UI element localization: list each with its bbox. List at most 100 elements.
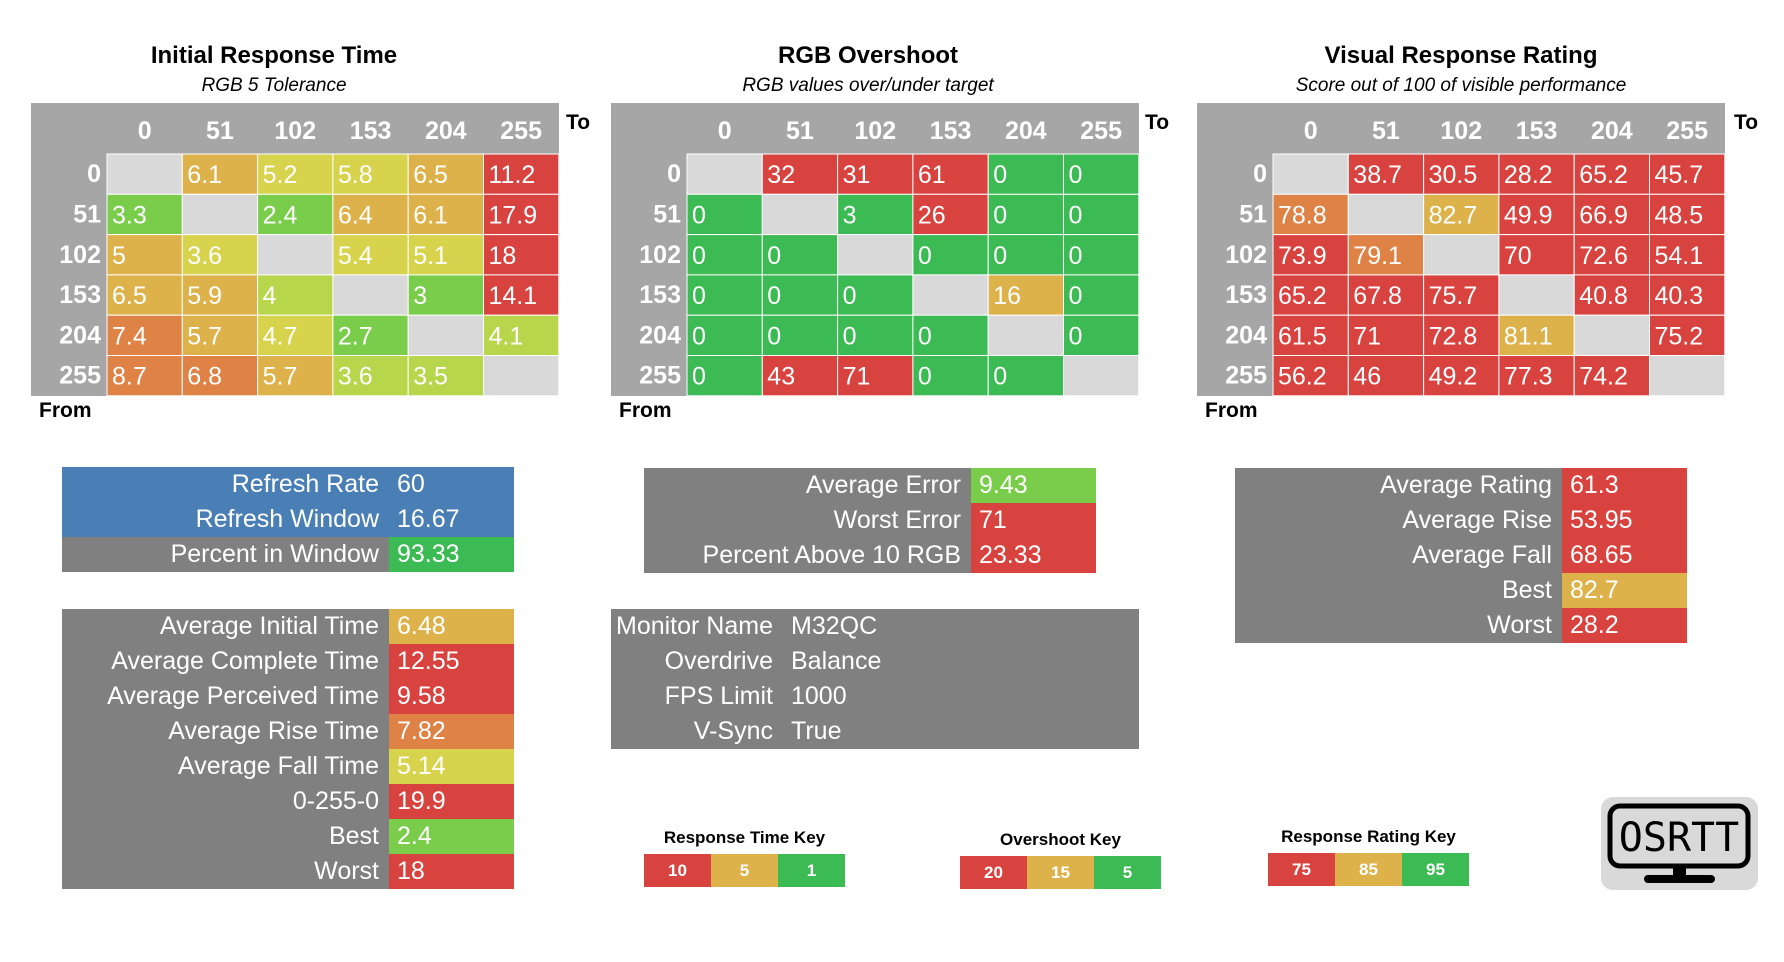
cell-value-label: 82.7 (1429, 201, 1478, 229)
panel-row: Best 82.7 (1235, 573, 1687, 608)
x-tick-label: 204 (1591, 117, 1633, 145)
heatmap-grid: 0 0 51 51 102 102 153 153 204 204 255 255 6.1 5.2 5.8 6… (31, 103, 559, 396)
y-tick-label: 153 (59, 281, 101, 309)
panel-row: Refresh Window 16.67 (62, 502, 514, 537)
from-axis-label: From (39, 399, 92, 422)
panel-row: Worst 28.2 (1235, 608, 1687, 643)
heatmap-cell (761, 274, 839, 316)
heatmap-cell (1573, 274, 1651, 316)
heatmap-subtitle: RGB 5 Tolerance (201, 75, 347, 96)
panel-row: Percent Above 10 RGB 23.33 (644, 538, 1096, 573)
cell-value-label: 0 (692, 322, 706, 350)
heatmap-cell (1573, 193, 1651, 236)
heatmap-cell (1649, 274, 1725, 316)
heatmap-cell (912, 314, 989, 356)
stat-label: Best (62, 819, 389, 854)
cell-value-label: 3.5 (413, 363, 448, 391)
heatmap-cell (761, 234, 839, 276)
heatmap-cell (106, 153, 183, 195)
stat-label: Average Fall Time (62, 749, 389, 784)
stat-label: Best (1235, 573, 1562, 608)
heatmap-cell (1498, 193, 1575, 236)
key-cell: 1 (778, 854, 845, 887)
heatmap-cell (1347, 274, 1425, 316)
y-tick-label: 51 (73, 200, 101, 228)
heatmap-subtitle: Score out of 100 of visible performance (1295, 75, 1627, 96)
stat-value: 12.55 (389, 644, 514, 679)
heatmap-cell (1347, 314, 1425, 356)
cell-value-label: 3 (843, 201, 857, 229)
heatmap-cell (686, 193, 763, 236)
heatmap-cell (987, 153, 1065, 195)
y-tick-label: 153 (1225, 281, 1267, 309)
heatmap-cell (686, 314, 763, 356)
heatmap-cell (1423, 234, 1500, 276)
cell-value-label: 46 (1353, 363, 1381, 391)
heatmap-cell (407, 355, 485, 396)
stat-value: 2.4 (389, 819, 514, 854)
cell-value-label: 0 (993, 242, 1007, 270)
times-panel: Average Initial Time 6.48 Average Complete… (62, 609, 514, 889)
cell-value-label: 40.8 (1579, 282, 1628, 310)
y-tick-label: 204 (59, 321, 101, 349)
heatmap-cell (1347, 193, 1425, 236)
stat-value: 61.3 (1562, 468, 1687, 503)
heatmap-cell (1063, 355, 1139, 396)
stat-label: Overdrive (611, 644, 783, 679)
stat-label: Average Initial Time (62, 609, 389, 644)
to-axis-label: To (1145, 111, 1170, 134)
heatmap-cell (257, 355, 334, 396)
heatmap-cell (483, 193, 559, 236)
y-tick-label: 0 (667, 160, 681, 188)
heatmap-cell (1423, 355, 1500, 396)
heatmap-svg: 0 0 51 51 102 102 153 153 204 204 255 255 38.7 30.5 28… (1225, 117, 1725, 396)
heatmap-cell (407, 314, 485, 356)
heatmap-cell (257, 193, 334, 236)
cell-value-label: 4 (263, 282, 277, 310)
heatmap-cell (181, 355, 259, 396)
cell-value-label: 2.4 (263, 201, 298, 229)
heatmap-cell (483, 153, 559, 195)
y-tick-label: 0 (1253, 160, 1267, 188)
heatmap-cell (761, 314, 839, 356)
cell-value-label: 65.2 (1278, 282, 1327, 310)
cell-value-label: 71 (1353, 322, 1381, 350)
cell-value-label: 31 (843, 161, 871, 189)
stat-label: Average Rise (1235, 503, 1562, 538)
x-tick-label: 102 (274, 117, 316, 145)
heatmap-cell (106, 234, 183, 276)
heatmap-cell (1347, 153, 1425, 195)
stat-value: 5.14 (389, 749, 514, 784)
heatmap-cell (761, 355, 839, 396)
heatmap-cell (1272, 234, 1349, 276)
cell-value-label: 54.1 (1655, 242, 1704, 270)
key-cells: 20 15 5 (960, 856, 1161, 889)
stat-label: Worst (1235, 608, 1562, 643)
to-axis-label: To (1734, 111, 1759, 134)
cell-value-label: 70 (1504, 242, 1532, 270)
heatmap-cell (483, 274, 559, 316)
heatmap-cell (987, 355, 1065, 396)
heatmap-cell (1063, 234, 1139, 276)
heatmap-cell (912, 234, 989, 276)
stat-value: 68.65 (1562, 538, 1687, 573)
stat-label: Refresh Window (62, 502, 389, 537)
heatmap-cell (1063, 153, 1139, 195)
heatmap-cell (987, 234, 1065, 276)
panel-row: Monitor Name M32QC (611, 609, 1139, 644)
refresh-panel: Refresh Rate 60 Refresh Window 16.67 Percent… (62, 467, 514, 572)
stat-value: 9.58 (389, 679, 514, 714)
heatmap-cell (686, 153, 763, 195)
heatmap-cell (1649, 193, 1725, 236)
heatmap-svg: 0 0 51 51 102 102 153 153 204 204 255 255 6.1 5.2 5.8 6… (59, 117, 559, 396)
x-tick-label: 102 (854, 117, 896, 145)
cell-value-label: 0 (1069, 242, 1083, 270)
error-panel: Average Error 9.43 Worst Error 71 Percent Ab… (644, 468, 1096, 573)
heatmap-cell (912, 274, 989, 316)
y-tick-label: 0 (87, 160, 101, 188)
cell-value-label: 0 (993, 161, 1007, 189)
key-cell: 95 (1402, 853, 1469, 886)
panel-row: Average Perceived Time 9.58 (62, 679, 514, 714)
heatmap-cell (1498, 274, 1575, 316)
heatmap-cell (987, 193, 1065, 236)
